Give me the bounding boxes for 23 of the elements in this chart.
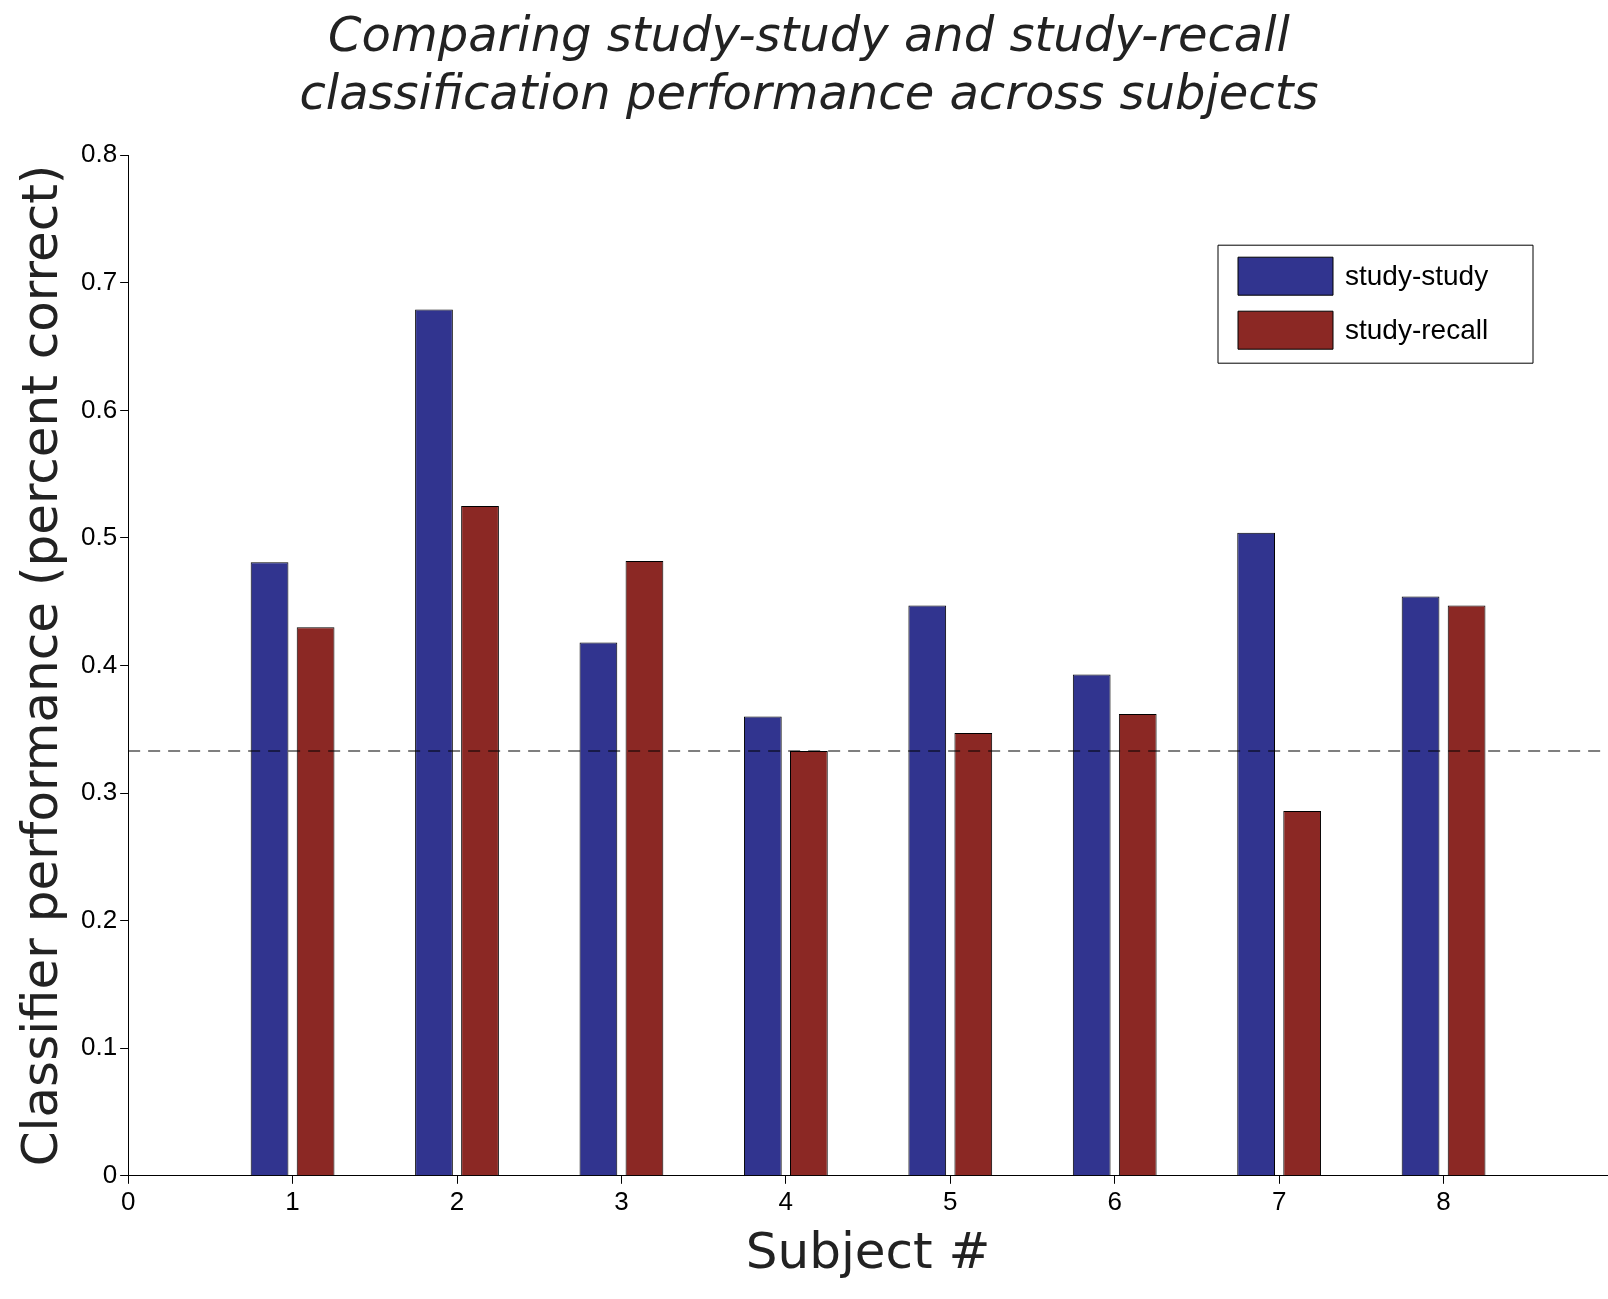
x-tick-label: 3 — [614, 1185, 629, 1216]
x-tick-label: 5 — [943, 1185, 958, 1216]
x-tick-label: 2 — [449, 1185, 465, 1216]
y-tick-label: 0.7 — [80, 265, 118, 296]
legend-label: study-recall — [1345, 313, 1489, 345]
y-axis-title: Classifier performance (percent correct) — [10, 164, 69, 1167]
x-tick-label: 4 — [778, 1185, 794, 1216]
y-tick-label: 0.1 — [80, 1031, 118, 1062]
y-tick-label: 0 — [102, 1158, 118, 1189]
y-tick-label: 0.4 — [80, 648, 118, 679]
y-tick-label: 0.5 — [80, 521, 118, 552]
x-tick-label: 6 — [1107, 1185, 1122, 1216]
y-tick-label: 0.6 — [80, 393, 118, 424]
legend-label: study-study — [1345, 259, 1489, 291]
x-tick-label: 7 — [1271, 1185, 1287, 1216]
y-tick-label: 0.3 — [80, 776, 118, 807]
x-axis-title: Subject # — [745, 1221, 991, 1280]
text: Comparing study-study and study-recall — [328, 6, 1290, 63]
text: classification performance across subjects — [299, 63, 1319, 120]
y-tick-label: 0.8 — [80, 138, 118, 169]
x-tick-label: 1 — [285, 1185, 300, 1216]
y-tick-label: 0.2 — [80, 903, 118, 934]
x-tick-label: 8 — [1436, 1185, 1451, 1216]
